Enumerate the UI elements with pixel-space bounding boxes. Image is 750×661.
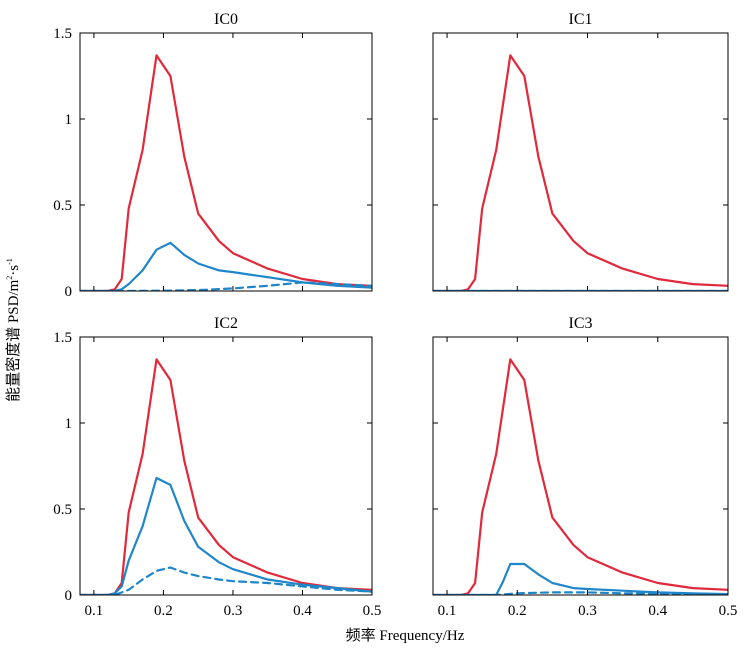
plot-frame	[432, 336, 729, 596]
y-tick-label: 0.5	[53, 198, 72, 214]
panel-ic3: 0.1 0.2 0.3 0.4 0.5 IC3	[432, 315, 738, 619]
series-line-blue-solid	[80, 476, 372, 595]
y-tick-label: 0	[65, 284, 73, 300]
x-tick-label: 0.2	[154, 603, 173, 619]
plot-frame	[79, 336, 373, 596]
panel-ic2: 0.1 0.2 0.3 0.4 0.5 0 0.5 1 1.5 IC2	[53, 315, 381, 619]
x-tick-label: 0.3	[578, 603, 597, 619]
panel-title: IC0	[214, 11, 238, 28]
y-tick-label: 1	[65, 112, 73, 128]
panel-ic1: IC1	[432, 11, 729, 292]
panel-ic0: 0 0.5 1 1.5 IC0	[53, 11, 373, 300]
x-tick-label: 0.2	[508, 603, 527, 619]
panel-title: IC1	[569, 11, 593, 28]
series-line-blue-dashed	[80, 566, 372, 595]
x-tick-label: 0.4	[293, 603, 312, 619]
series-line-red-solid	[433, 54, 728, 291]
x-tick-label: 0.3	[224, 603, 243, 619]
x-tick-label: 0.5	[363, 603, 382, 619]
plot-frame	[79, 32, 373, 292]
plot-frame	[432, 32, 729, 292]
y-axis-label-sup1: 2	[5, 276, 14, 280]
series-group	[433, 54, 728, 291]
panels: 0 0.5 1 1.5 IC0 IC1 0.1 0.2 0.3 0.4 0.5 0 0.5 1 1.5 IC2…	[53, 11, 737, 619]
x-tick-label: 0.1	[85, 603, 104, 619]
x-axis-label: 频率 Frequency/Hz	[346, 627, 465, 644]
series-line-red-solid	[80, 358, 372, 595]
y-tick-label: 1	[65, 416, 73, 432]
y-axis-label: 能量密度谱 PSD/m2·s-1	[5, 258, 22, 402]
panel-title: IC2	[214, 315, 238, 332]
series-group	[433, 358, 728, 595]
x-tick-label: 0.4	[648, 603, 667, 619]
y-axis-label-main: 能量密度谱 PSD/m	[5, 279, 22, 401]
series-line-red-solid	[433, 358, 728, 595]
x-tick-label: 0.1	[438, 603, 457, 619]
series-line-blue-solid	[80, 241, 372, 291]
panel-title: IC3	[569, 315, 593, 332]
y-tick-label: 1.5	[53, 26, 72, 42]
series-group	[80, 358, 372, 595]
x-tick-label: 0.5	[719, 603, 738, 619]
y-tick-label: 1.5	[53, 330, 72, 346]
y-tick-label: 0.5	[53, 502, 72, 518]
series-group	[80, 54, 372, 291]
series-line-red-solid	[80, 54, 372, 291]
y-axis-label-mid: ·s	[6, 265, 22, 276]
y-tick-label: 0	[65, 588, 73, 604]
y-axis-label-sup2: -1	[5, 258, 14, 265]
